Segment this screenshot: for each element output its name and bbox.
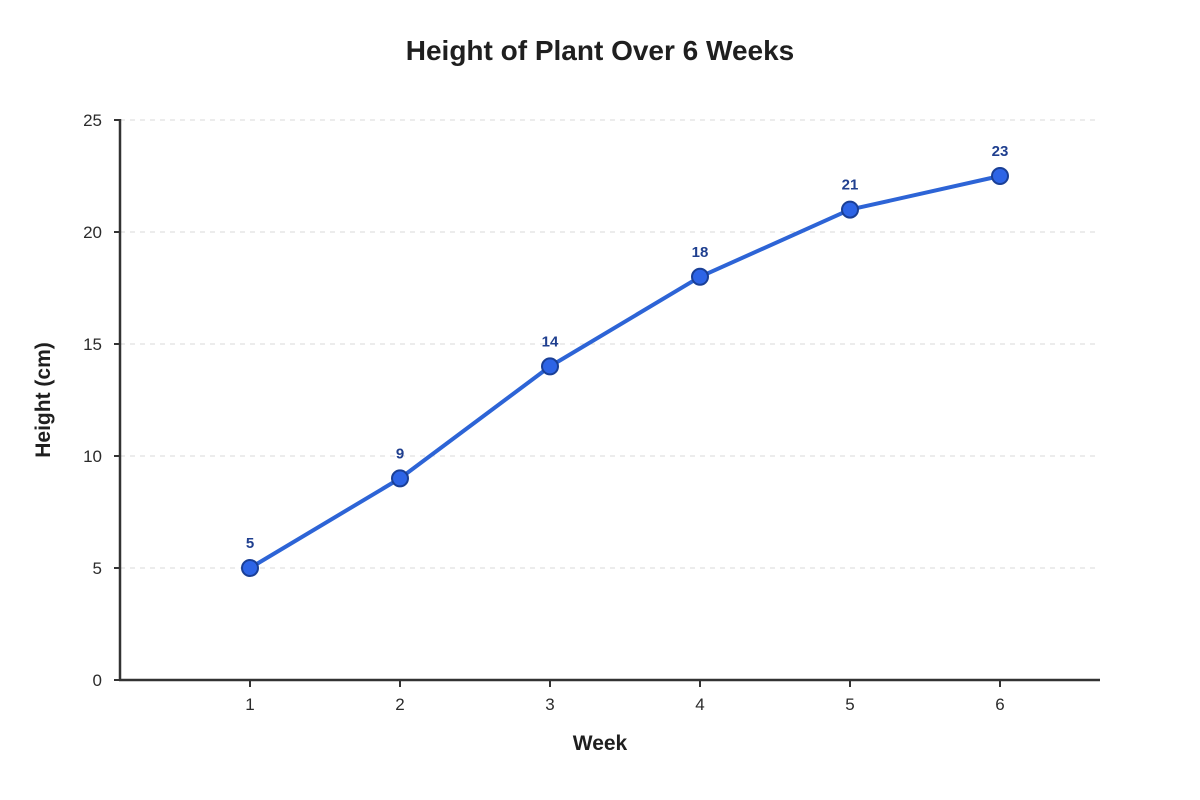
x-tick-label: 2 <box>395 695 404 714</box>
x-tick-label: 3 <box>545 695 554 714</box>
data-point <box>841 200 859 219</box>
data-point <box>691 267 709 286</box>
y-axis-title: Height (cm) <box>32 342 55 458</box>
x-tick-label: 6 <box>995 695 1004 714</box>
y-tick-label: 25 <box>83 111 102 130</box>
series-layer: 5 9 14 18 21 23 <box>241 143 1009 577</box>
data-label: 5 <box>246 535 254 552</box>
y-tick-label: 0 <box>93 671 102 690</box>
x-tick-label: 5 <box>845 695 854 714</box>
data-label: 21 <box>842 177 859 194</box>
y-tick-label: 15 <box>83 335 102 354</box>
y-tick-label: 5 <box>93 559 102 578</box>
x-axis-ticks: 1 2 3 4 5 6 <box>245 680 1005 714</box>
y-axis-ticks: 0 5 10 15 20 25 <box>83 111 120 690</box>
y-tick-label: 10 <box>83 447 102 466</box>
data-label: 9 <box>396 445 404 462</box>
chart-title: Height of Plant Over 6 Weeks <box>406 35 795 66</box>
y-tick-label: 20 <box>83 223 102 242</box>
x-tick-label: 1 <box>245 695 254 714</box>
data-point <box>991 167 1009 185</box>
x-tick-label: 4 <box>695 695 704 714</box>
data-point <box>241 559 259 577</box>
data-point <box>391 469 409 488</box>
series-line <box>248 174 1002 570</box>
data-label: 18 <box>692 244 709 261</box>
data-label: 14 <box>542 333 559 350</box>
data-point <box>541 357 559 376</box>
grid-lines <box>120 119 1095 569</box>
data-label: 23 <box>992 143 1009 160</box>
x-axis-title: Week <box>573 732 628 755</box>
